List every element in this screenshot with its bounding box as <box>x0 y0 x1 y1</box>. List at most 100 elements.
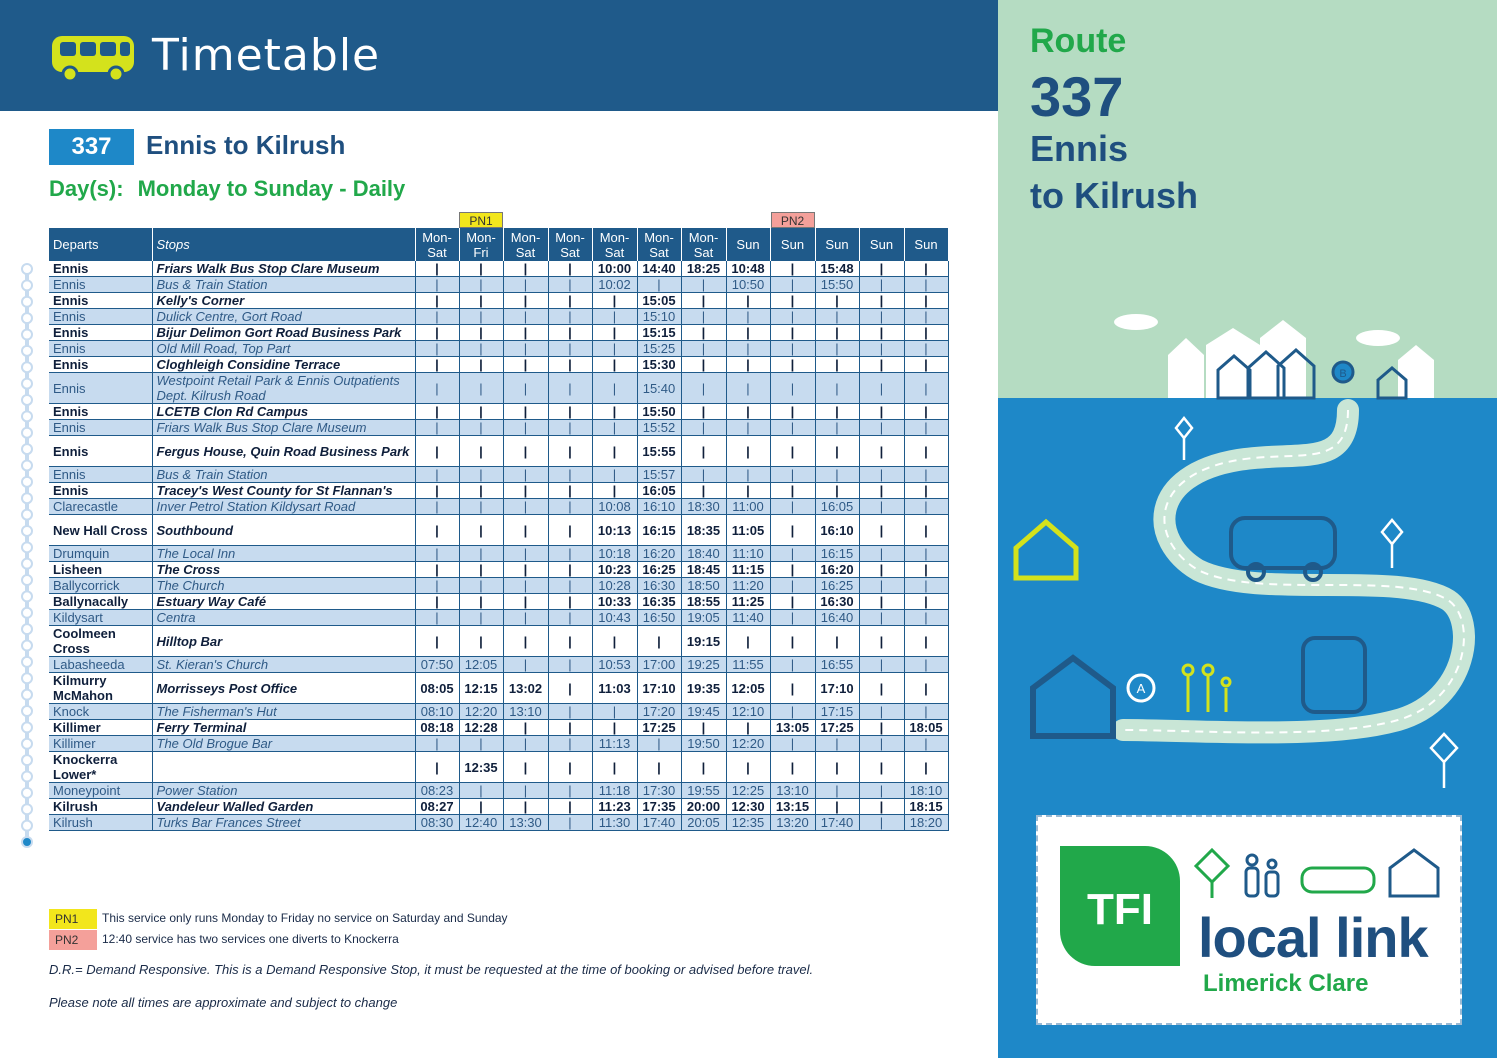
house-icon <box>1030 654 1116 739</box>
time-cell: | <box>770 466 816 483</box>
time-cell: | <box>681 340 727 357</box>
time-cell: | <box>904 356 949 373</box>
time-cell: 11:13 <box>592 735 638 752</box>
timeline-dot <box>21 410 33 423</box>
service-days-line1: Mon- <box>555 229 585 245</box>
time-cell: | <box>548 419 593 436</box>
time-cell: | <box>548 276 593 293</box>
time-cell: 11:18 <box>592 782 638 799</box>
time-cell: | <box>770 672 816 704</box>
time-cell: 08:10 <box>415 703 460 720</box>
timeline-dot <box>21 819 33 832</box>
time-cell: | <box>770 656 816 673</box>
time-cell: 16:20 <box>637 545 682 562</box>
time-cell: | <box>859 356 905 373</box>
time-cell: | <box>681 466 727 483</box>
service-days-line2: Sat <box>649 244 669 260</box>
time-cell: | <box>681 482 727 499</box>
sidebar-route-label: Route <box>1030 22 1127 60</box>
timeline-dot <box>21 475 33 488</box>
time-cell: | <box>904 625 949 657</box>
time-cell: | <box>770 561 816 578</box>
time-cell: 16:40 <box>815 609 860 626</box>
table-row: Ennis Westpoint Retail Park & Ennis Outpa… <box>49 372 949 404</box>
departs-cell: Labasheeda <box>49 656 153 673</box>
time-cell: | <box>415 292 460 309</box>
service-days-line1: Mon- <box>599 229 630 245</box>
time-cell: | <box>770 340 816 357</box>
timeline-dot <box>21 590 33 603</box>
departs-cell: Ennis <box>49 261 153 277</box>
time-cell: 10:43 <box>592 609 638 626</box>
time-cell: | <box>415 308 460 325</box>
flag-cell <box>503 212 548 228</box>
flag-cell <box>681 212 726 228</box>
service-days-line2: Fri <box>473 244 489 260</box>
time-cell: | <box>904 403 949 420</box>
time-cell: | <box>503 798 549 815</box>
table-row: Ennis Dulick Centre, Gort Road | | | | | 15:10 |… <box>49 308 949 325</box>
stop-cell: Estuary Way Café <box>152 593 416 610</box>
time-cell: | <box>459 419 504 436</box>
table-row: Ennis LCETB Clon Rd Campus | | | | | 15:50 | | | | |… <box>49 403 949 420</box>
time-cell: | <box>459 292 504 309</box>
departs-cell: Ennis <box>49 372 153 404</box>
time-cell: 08:05 <box>415 672 460 704</box>
time-cell: | <box>548 466 593 483</box>
time-cell: | <box>415 514 460 546</box>
table-row: Ennis Old Mill Road, Top Part | | | | | 15:25 | |… <box>49 340 949 357</box>
time-cell: 11:05 <box>726 514 771 546</box>
time-cell: 16:10 <box>637 498 682 515</box>
service-days-line1: Sun <box>825 236 849 252</box>
time-cell: 11:00 <box>726 498 771 515</box>
time-cell: | <box>770 498 816 515</box>
time-cell: | <box>503 735 549 752</box>
tfi-logo-text: TFI <box>1087 885 1153 934</box>
time-cell: | <box>415 340 460 357</box>
table-row: Ennis Tracey's West County for St Flannan… <box>49 482 949 499</box>
time-cell: | <box>726 482 771 499</box>
departs-cell: Clarecastle <box>49 498 153 515</box>
time-cell: 18:50 <box>681 577 727 594</box>
time-cell: | <box>859 577 905 594</box>
time-cell: 08:23 <box>415 782 460 799</box>
departs-cell: Knockerra Lower* <box>49 751 153 783</box>
departs-cell: Ballycorrick <box>49 577 153 594</box>
time-cell: | <box>548 340 593 357</box>
bus-icon <box>1229 516 1337 582</box>
stop-cell: Cloghleigh Considine Terrace <box>152 356 416 373</box>
time-cell: 12:10 <box>726 703 771 720</box>
house-icon <box>1388 848 1440 898</box>
stop-cell: Morrisseys Post Office <box>152 672 416 704</box>
table-row: Ennis Friars Walk Bus Stop Clare Museum | |… <box>49 261 949 277</box>
time-cell: 20:05 <box>681 814 727 831</box>
time-cell: | <box>415 735 460 752</box>
time-cell: | <box>770 261 816 277</box>
days-value: Monday to Sunday - Daily <box>137 176 406 201</box>
service-column-header: Sun <box>726 228 771 261</box>
departs-cell: Ennis <box>49 403 153 420</box>
time-cell: | <box>592 403 638 420</box>
time-cell: | <box>859 545 905 562</box>
time-cell: | <box>904 656 949 673</box>
time-cell: | <box>503 308 549 325</box>
flag-row: PN1 PN2 <box>49 212 948 228</box>
time-cell: | <box>415 561 460 578</box>
time-cell: 18:20 <box>904 814 949 831</box>
departs-cell: Kilrush <box>49 798 153 815</box>
time-cell: | <box>548 782 593 799</box>
timeline-dot <box>21 721 33 734</box>
time-cell: | <box>726 324 771 341</box>
route-timeline <box>21 263 33 848</box>
time-cell: 18:55 <box>681 593 727 610</box>
time-cell: | <box>904 261 949 277</box>
time-cell: | <box>726 625 771 657</box>
route-title: Ennis to Kilrush <box>146 130 346 160</box>
time-cell: | <box>459 435 504 467</box>
legend-pn2-code: PN2 <box>49 930 97 950</box>
time-cell: 18:10 <box>904 782 949 799</box>
time-cell: | <box>503 466 549 483</box>
time-cell: 17:35 <box>637 798 682 815</box>
time-cell: | <box>904 593 949 610</box>
timeline-dot <box>21 754 33 767</box>
